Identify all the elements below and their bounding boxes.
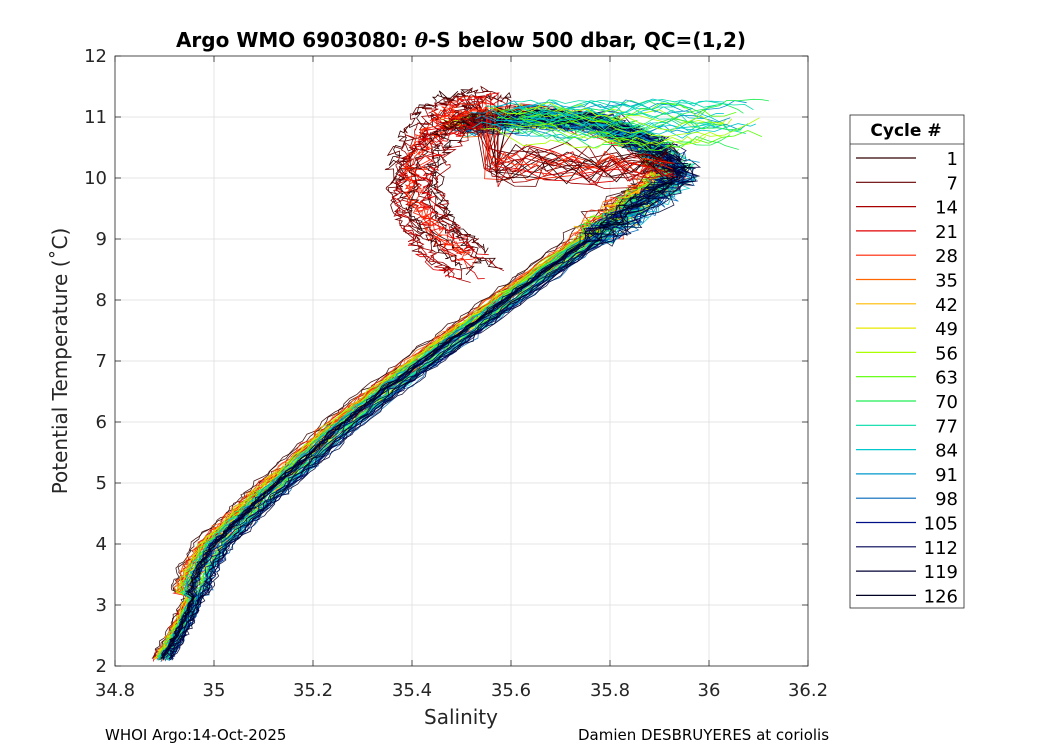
x-tick-label: 36.2 [788, 680, 828, 701]
profile-line [408, 85, 674, 249]
x-tick-label: 35.4 [392, 680, 432, 701]
plot-area: 34.8 35 35.2 35.4 35.6 35.8 36 36.2 2 3 4 5 6 7 8 9 10 1… [84, 46, 828, 701]
profile-line [160, 109, 686, 659]
profile-line [489, 101, 720, 131]
y-tick-label: 3 [96, 595, 107, 616]
footer-credit-right: Damien DESBRUYERES at coriolis [578, 726, 830, 744]
y-ticks: 2 3 4 5 6 7 8 9 10 11 12 [84, 46, 808, 677]
y-tick-label: 10 [84, 168, 107, 189]
profile-line [502, 99, 717, 119]
profile-line [518, 116, 762, 151]
profile-line [391, 116, 664, 278]
x-axis-label: Salinity [424, 705, 498, 729]
x-ticks: 34.8 35 35.2 35.4 35.6 35.8 36 36.2 [95, 56, 828, 701]
chart-title: Argo WMO 6903080: θ-S below 500 dbar, QC… [176, 28, 746, 52]
profile-line [489, 114, 718, 138]
x-tick-label: 36 [698, 680, 721, 701]
y-tick-label: 4 [96, 534, 107, 555]
legend-title: Cycle # [870, 121, 941, 141]
x-tick-label: 35.2 [293, 680, 333, 701]
legend-entry-label: 119 [924, 562, 958, 583]
profile-line [402, 97, 665, 256]
footer-credit-left: WHOI Argo:14-Oct-2025 [105, 726, 287, 744]
legend-entry-label: 112 [924, 538, 958, 559]
profile-line [504, 118, 743, 142]
profile-line [433, 108, 676, 272]
legend-entry-label: 77 [935, 416, 958, 437]
profile-line [411, 105, 673, 267]
legend-entry-label: 91 [935, 465, 958, 486]
x-tick-label: 34.8 [95, 680, 135, 701]
profile-line [170, 112, 692, 657]
legend-entry-label: 63 [935, 368, 958, 389]
legend-entry-label: 56 [935, 343, 958, 364]
profile-line [388, 89, 675, 249]
y-tick-label: 2 [96, 656, 107, 677]
legend-entry-label: 42 [935, 295, 958, 316]
y-tick-label: 7 [96, 351, 107, 372]
profile-line [503, 123, 722, 146]
profile-line [474, 115, 700, 163]
profile-line [481, 127, 706, 149]
x-tick-label: 35.8 [590, 680, 630, 701]
profile-line [427, 91, 673, 255]
theta-s-curves [151, 85, 769, 662]
legend-entry-label: 49 [935, 319, 958, 340]
legend-entry-label: 84 [935, 441, 958, 462]
legend-entry-label: 70 [935, 392, 958, 413]
y-tick-label: 9 [96, 229, 107, 250]
legend-entry-label: 105 [924, 514, 958, 535]
profile-line [495, 114, 731, 139]
y-tick-label: 8 [96, 290, 107, 311]
legend-entry-label: 1 [947, 149, 958, 170]
y-tick-label: 5 [96, 473, 107, 494]
legend-entry-label: 98 [935, 489, 958, 510]
profile-line [162, 108, 687, 658]
profile-line [469, 100, 693, 114]
y-tick-label: 6 [96, 412, 107, 433]
x-tick-label: 35 [203, 680, 226, 701]
legend-entry-label: 14 [935, 198, 958, 219]
profile-line [407, 113, 664, 276]
y-tick-label: 11 [84, 107, 107, 128]
legend-entry-label: 28 [935, 246, 958, 267]
profile-line [491, 98, 725, 126]
legend-entry-label: 35 [935, 271, 958, 292]
profile-line [520, 98, 769, 139]
profile-line [404, 104, 674, 270]
profile-line [488, 102, 724, 131]
legend-entry-label: 21 [935, 222, 958, 243]
profile-line [411, 92, 664, 252]
x-tick-label: 35.6 [491, 680, 531, 701]
legend-entry-label: 7 [947, 173, 958, 194]
legend: Cycle # 1 7 14 21 28 35 42 49 56 63 70 77 84 91 98 105 1… [849, 114, 965, 609]
profile-line [520, 99, 744, 120]
profile-line [162, 114, 685, 659]
y-axis-label: Potential Temperature (˚C) [48, 228, 72, 495]
legend-entry-label: 126 [924, 586, 958, 607]
profile-line [515, 99, 754, 112]
y-tick-label: 12 [84, 46, 107, 67]
profile-line [514, 99, 747, 116]
